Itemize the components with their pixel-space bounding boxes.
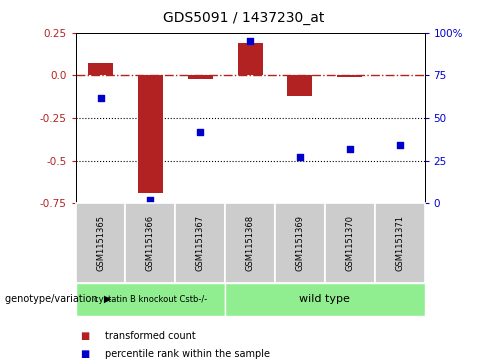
Text: percentile rank within the sample: percentile rank within the sample <box>105 349 270 359</box>
Text: GDS5091 / 1437230_at: GDS5091 / 1437230_at <box>163 11 325 25</box>
Text: ■: ■ <box>81 331 90 341</box>
Text: GSM1151366: GSM1151366 <box>146 215 155 271</box>
Text: wild type: wild type <box>300 294 350 305</box>
Text: GSM1151365: GSM1151365 <box>96 215 105 271</box>
Text: transformed count: transformed count <box>105 331 196 341</box>
Bar <box>287 75 312 96</box>
Bar <box>188 75 213 79</box>
Point <box>346 146 354 152</box>
Text: GSM1151370: GSM1151370 <box>346 215 354 271</box>
Text: ■: ■ <box>81 349 90 359</box>
Bar <box>88 64 113 75</box>
Text: GSM1151368: GSM1151368 <box>245 215 255 271</box>
Bar <box>138 75 163 193</box>
Text: GSM1151367: GSM1151367 <box>196 215 205 271</box>
Point <box>146 197 154 203</box>
Bar <box>238 43 263 75</box>
Text: cystatin B knockout Cstb-/-: cystatin B knockout Cstb-/- <box>94 295 207 304</box>
Point <box>196 129 204 135</box>
Point <box>296 154 304 160</box>
Point <box>246 38 254 44</box>
Text: GSM1151371: GSM1151371 <box>395 215 404 271</box>
Point <box>396 142 404 148</box>
Text: genotype/variation  ▶: genotype/variation ▶ <box>5 294 111 305</box>
Point <box>97 95 104 101</box>
Bar <box>337 75 362 77</box>
Text: GSM1151369: GSM1151369 <box>295 215 305 271</box>
